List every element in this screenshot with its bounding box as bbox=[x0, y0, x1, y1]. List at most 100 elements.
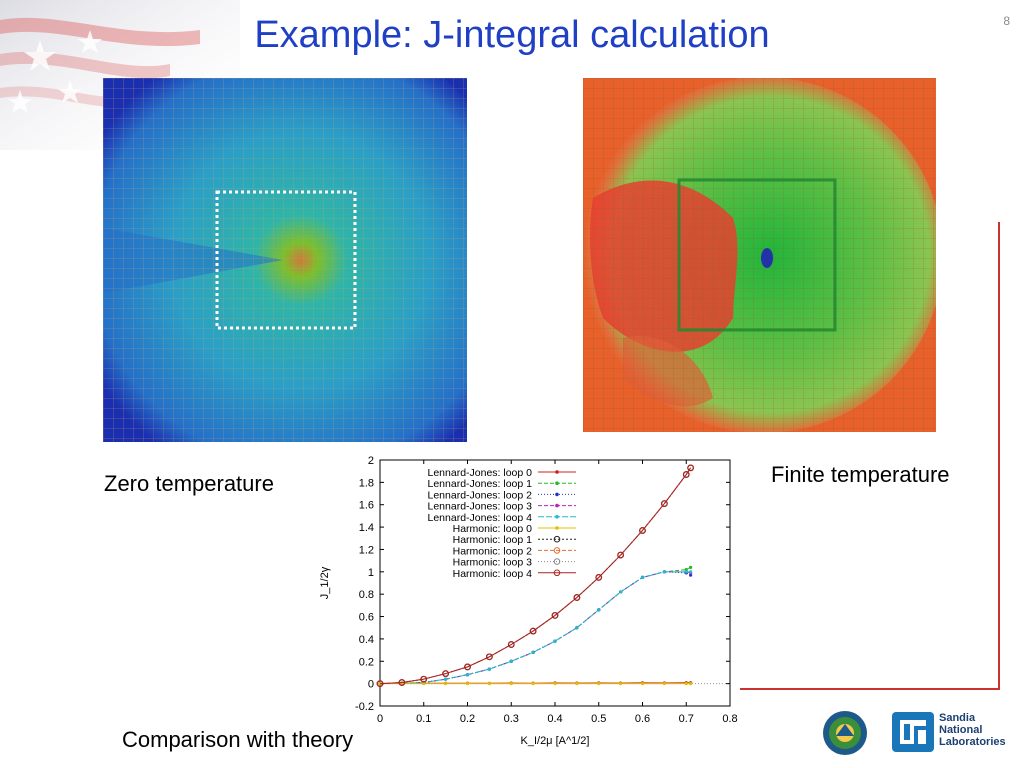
finite-temperature-image bbox=[583, 78, 936, 432]
legend-label: Harmonic: loop 2 bbox=[453, 545, 533, 557]
series-point bbox=[444, 682, 448, 686]
series-point bbox=[465, 673, 470, 677]
legend-label: Harmonic: loop 4 bbox=[453, 568, 533, 580]
legend-label: Harmonic: loop 3 bbox=[453, 557, 533, 569]
series-point bbox=[531, 682, 535, 686]
series-point bbox=[553, 682, 557, 686]
series-point bbox=[619, 590, 623, 594]
j-integral-chart: -0.200.20.40.60.811.21.41.61.820 0.1 0.2 0.… bbox=[319, 455, 738, 747]
series-point bbox=[639, 527, 646, 534]
legend-marker bbox=[555, 526, 559, 530]
series-point bbox=[486, 653, 493, 661]
x-tick-label: 0.6 bbox=[635, 713, 650, 725]
series-point bbox=[684, 682, 688, 686]
series-point bbox=[684, 570, 688, 574]
legend-label: Lennard-Jones: loop 4 bbox=[428, 512, 533, 524]
series-point bbox=[422, 682, 426, 686]
series-line bbox=[379, 467, 692, 685]
x-tick-label: 0.4 bbox=[547, 713, 562, 725]
series-point bbox=[597, 608, 601, 612]
page-number: 8 bbox=[1003, 14, 1010, 28]
series-point bbox=[509, 659, 513, 663]
series-point bbox=[575, 626, 579, 630]
legend-marker bbox=[555, 503, 559, 508]
caption-comparison: Comparison with theory bbox=[122, 727, 354, 752]
y-tick-label: -0.2 bbox=[355, 701, 374, 713]
series-point bbox=[573, 594, 581, 601]
x-tick-label: 0.5 bbox=[591, 713, 606, 725]
y-tick-label: 1.6 bbox=[359, 500, 374, 512]
series-point bbox=[662, 682, 666, 686]
series-line bbox=[379, 571, 691, 685]
sandia-logo-text: Sandia National Laboratories bbox=[939, 712, 1006, 748]
y-tick-label: 0.6 bbox=[359, 612, 374, 624]
caption-zero-temperature: Zero temperature bbox=[104, 471, 274, 496]
legend-marker bbox=[555, 481, 559, 485]
accent-line-vertical bbox=[998, 222, 1000, 690]
sandia-line-1: Sandia bbox=[939, 712, 976, 724]
y-tick-label: 1.8 bbox=[359, 477, 374, 489]
series-point bbox=[689, 682, 693, 686]
series-point bbox=[444, 677, 448, 681]
series-point bbox=[507, 641, 515, 648]
series-point bbox=[398, 679, 406, 686]
series-point bbox=[487, 667, 491, 671]
y-tick-label: 1.2 bbox=[359, 544, 374, 556]
series-point bbox=[465, 682, 470, 686]
doe-seal-logo bbox=[823, 711, 867, 755]
sandia-line-3: Laboratories bbox=[939, 736, 1006, 748]
legend-label: Lennard-Jones: loop 1 bbox=[428, 478, 533, 490]
x-axis-label: K_I/2μ [A^1/2] bbox=[521, 735, 590, 747]
series-point bbox=[640, 682, 645, 686]
y-tick-label: 0.8 bbox=[359, 589, 374, 601]
y-tick-label: 1.4 bbox=[359, 522, 374, 534]
legend-marker bbox=[553, 535, 561, 543]
y-tick-label: 0 bbox=[368, 679, 374, 691]
caption-finite-temperature: Finite temperature bbox=[771, 462, 950, 487]
series-point bbox=[619, 682, 623, 686]
sandia-line-2: National bbox=[939, 724, 983, 736]
legend-marker bbox=[553, 569, 561, 577]
series-point bbox=[597, 682, 601, 686]
series-point bbox=[487, 682, 491, 686]
y-axis-label: J_1/2γ bbox=[319, 566, 331, 599]
series-point bbox=[617, 551, 624, 559]
series-point bbox=[376, 680, 384, 687]
series-point bbox=[529, 627, 537, 635]
series-point bbox=[661, 500, 668, 507]
legend-marker bbox=[553, 558, 561, 565]
series-point bbox=[420, 675, 428, 683]
series-point bbox=[687, 464, 694, 472]
legend-marker bbox=[553, 547, 561, 554]
series-point bbox=[682, 471, 690, 478]
y-tick-label: 0.4 bbox=[359, 634, 374, 646]
legend-marker bbox=[555, 515, 559, 519]
x-tick-label: 0.8 bbox=[722, 713, 737, 725]
series-point bbox=[553, 639, 557, 643]
x-tick-label: 0.3 bbox=[504, 713, 519, 725]
slide-title: Example: J-integral calculation bbox=[254, 14, 770, 56]
plot-area bbox=[379, 459, 731, 707]
series-point bbox=[531, 650, 535, 654]
legend-label: Lennard-Jones: loop 2 bbox=[428, 489, 533, 501]
y-tick-label: 0.2 bbox=[359, 656, 374, 668]
y-tick-label: 2 bbox=[368, 455, 374, 467]
x-tick-label: 0.7 bbox=[679, 713, 694, 725]
series-point bbox=[464, 663, 471, 671]
legend-label: Lennard-Jones: loop 0 bbox=[428, 467, 533, 479]
series-point bbox=[595, 574, 603, 581]
series-point bbox=[575, 682, 579, 686]
series-point bbox=[689, 565, 693, 569]
series-point bbox=[640, 575, 645, 580]
x-tick-label: 0.2 bbox=[460, 713, 475, 725]
zero-temperature-image bbox=[103, 78, 467, 442]
series-point bbox=[684, 567, 688, 572]
series-point bbox=[662, 570, 666, 574]
x-tick-label: 0.1 bbox=[416, 713, 431, 725]
legend-label: Harmonic: loop 1 bbox=[453, 534, 533, 546]
series-point bbox=[689, 573, 693, 577]
accent-line-horizontal bbox=[740, 688, 1000, 690]
legend-marker bbox=[555, 492, 559, 497]
series-point bbox=[509, 682, 513, 686]
legend-label: Lennard-Jones: loop 3 bbox=[428, 501, 533, 513]
